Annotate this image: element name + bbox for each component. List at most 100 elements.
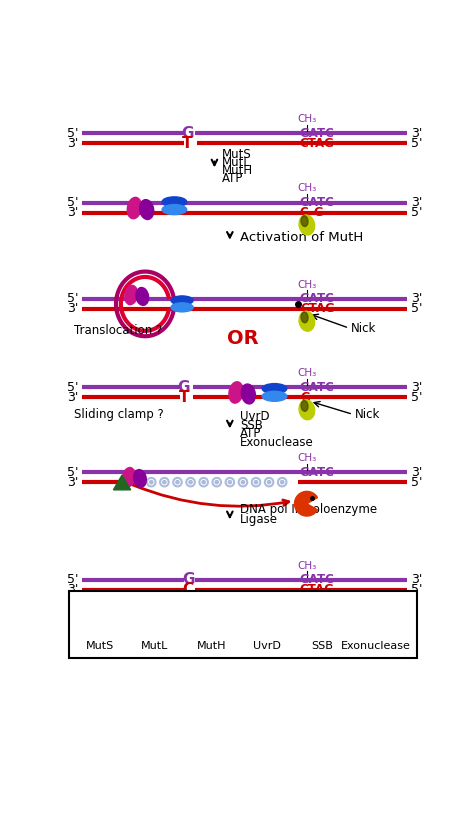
Circle shape <box>189 481 192 484</box>
Ellipse shape <box>142 616 167 626</box>
Circle shape <box>163 481 166 484</box>
Text: 3': 3' <box>67 476 78 489</box>
Text: T: T <box>182 135 193 151</box>
Circle shape <box>150 481 153 484</box>
Text: CH₃: CH₃ <box>297 453 317 463</box>
Circle shape <box>254 480 258 485</box>
Ellipse shape <box>203 607 219 627</box>
Text: 5': 5' <box>411 303 422 316</box>
Text: CTAG: CTAG <box>301 303 336 316</box>
Ellipse shape <box>299 215 315 235</box>
Ellipse shape <box>241 384 255 404</box>
Text: CH₃: CH₃ <box>297 114 317 124</box>
Text: MutS: MutS <box>222 149 252 162</box>
Ellipse shape <box>162 197 187 207</box>
Text: 3': 3' <box>67 137 78 150</box>
Circle shape <box>176 481 179 484</box>
Circle shape <box>255 481 258 484</box>
Circle shape <box>149 480 154 485</box>
Text: GATC: GATC <box>299 466 334 479</box>
Text: 5': 5' <box>411 206 422 220</box>
Text: CH₃: CH₃ <box>297 368 317 378</box>
Text: SSB: SSB <box>311 641 333 651</box>
Text: UvrD: UvrD <box>240 410 270 424</box>
Text: SSB: SSB <box>240 419 263 432</box>
Circle shape <box>175 480 180 485</box>
Text: Exonuclease: Exonuclease <box>240 436 314 449</box>
Text: 5': 5' <box>67 466 78 479</box>
Polygon shape <box>257 607 276 623</box>
Text: 3': 3' <box>411 196 422 209</box>
Ellipse shape <box>140 200 154 220</box>
Circle shape <box>278 477 287 487</box>
Text: Translocation ?: Translocation ? <box>74 324 163 337</box>
Text: 5': 5' <box>67 292 78 305</box>
Circle shape <box>173 477 182 487</box>
Text: 5': 5' <box>411 583 422 596</box>
Text: GATC: GATC <box>299 574 334 587</box>
Text: OR: OR <box>227 330 259 348</box>
Text: 3': 3' <box>411 381 422 394</box>
Text: CH₃: CH₃ <box>297 280 317 290</box>
Text: ATP: ATP <box>240 427 261 440</box>
Circle shape <box>241 481 245 484</box>
Text: GATC: GATC <box>299 126 334 140</box>
FancyBboxPatch shape <box>69 591 417 658</box>
Circle shape <box>146 477 156 487</box>
Circle shape <box>319 614 325 619</box>
Text: 3': 3' <box>67 303 78 316</box>
Text: MutH: MutH <box>197 641 226 651</box>
Circle shape <box>318 613 327 621</box>
Ellipse shape <box>142 608 167 618</box>
Ellipse shape <box>162 205 187 215</box>
Ellipse shape <box>128 197 141 219</box>
Circle shape <box>240 480 246 485</box>
Ellipse shape <box>134 469 146 487</box>
Text: CTAG: CTAG <box>299 137 334 150</box>
Text: ATP: ATP <box>222 171 244 184</box>
Wedge shape <box>365 606 385 628</box>
Ellipse shape <box>206 608 212 619</box>
Text: C: C <box>182 583 194 597</box>
Ellipse shape <box>99 608 114 629</box>
Text: CTAG: CTAG <box>299 583 334 596</box>
Text: 3': 3' <box>411 466 422 479</box>
Text: 5': 5' <box>67 126 78 140</box>
Circle shape <box>188 480 193 485</box>
Text: 5': 5' <box>67 196 78 209</box>
Text: MutH: MutH <box>222 164 253 177</box>
Text: GATC: GATC <box>299 196 334 209</box>
Circle shape <box>251 477 261 487</box>
Ellipse shape <box>301 215 308 227</box>
Circle shape <box>228 480 232 485</box>
Polygon shape <box>113 475 131 490</box>
Text: CH₃: CH₃ <box>297 561 317 570</box>
Ellipse shape <box>171 296 193 305</box>
Ellipse shape <box>299 400 315 419</box>
Circle shape <box>162 480 167 485</box>
Wedge shape <box>294 491 318 516</box>
Text: Activation of MutH: Activation of MutH <box>240 231 363 244</box>
Circle shape <box>199 477 208 487</box>
Ellipse shape <box>299 311 315 331</box>
Text: 3': 3' <box>67 206 78 220</box>
Ellipse shape <box>136 287 149 305</box>
Circle shape <box>280 480 285 485</box>
Ellipse shape <box>171 303 193 312</box>
Text: Nick: Nick <box>351 322 376 335</box>
Circle shape <box>202 481 205 484</box>
Text: 5': 5' <box>411 476 422 489</box>
Text: 5': 5' <box>411 391 422 404</box>
Circle shape <box>225 477 235 487</box>
Text: CH₃: CH₃ <box>297 184 317 193</box>
Circle shape <box>186 477 195 487</box>
Text: G: G <box>313 206 323 220</box>
Circle shape <box>160 477 169 487</box>
Circle shape <box>215 481 219 484</box>
Ellipse shape <box>122 468 135 487</box>
Ellipse shape <box>85 605 100 628</box>
Text: MutL: MutL <box>141 641 168 651</box>
Text: 5': 5' <box>67 574 78 587</box>
Circle shape <box>212 477 221 487</box>
Text: G: G <box>181 126 194 141</box>
